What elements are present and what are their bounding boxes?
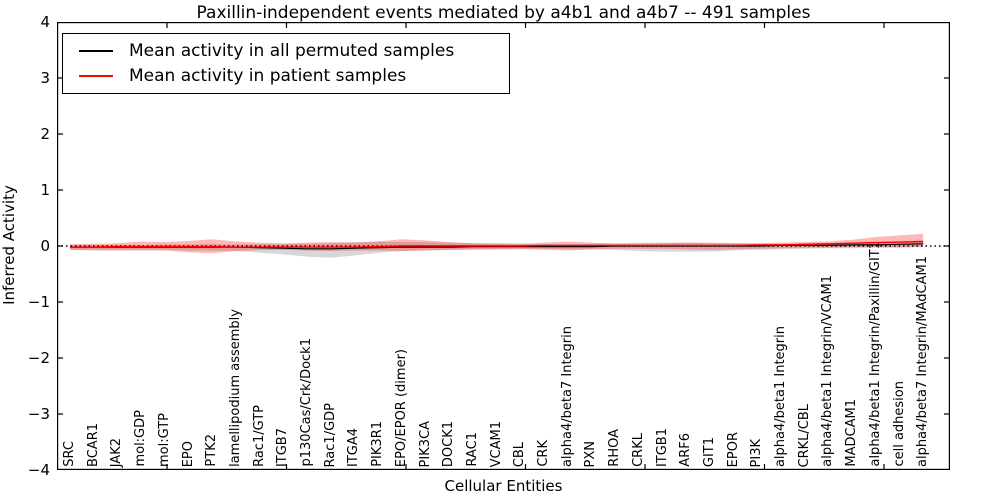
patient-mean-line bbox=[70, 240, 924, 248]
y-tick-label: 2 bbox=[40, 125, 50, 143]
chart-title: Paxillin-independent events mediated by … bbox=[196, 3, 811, 23]
legend: Mean activity in all permuted samples Me… bbox=[62, 33, 510, 94]
y-tick-label: −1 bbox=[27, 293, 50, 311]
y-tick-label: −2 bbox=[27, 349, 50, 367]
x-axis-label: Cellular Entities bbox=[444, 477, 563, 495]
plot-area bbox=[57, 22, 950, 470]
legend-line-patient-icon bbox=[79, 74, 113, 77]
patient-variance-band bbox=[70, 233, 924, 254]
legend-entry-permuted: Mean activity in all permuted samples bbox=[63, 41, 509, 61]
y-tick-label: −4 bbox=[27, 461, 50, 479]
y-tick-label: −3 bbox=[27, 405, 50, 423]
y-tick-label: 3 bbox=[40, 69, 50, 87]
legend-label-patient: Mean activity in patient samples bbox=[129, 65, 407, 86]
y-tick-label: 4 bbox=[40, 13, 50, 31]
y-tick-label: 1 bbox=[40, 181, 50, 199]
legend-line-permuted-icon bbox=[79, 50, 113, 53]
axes-frame bbox=[57, 22, 950, 470]
legend-label-permuted: Mean activity in all permuted samples bbox=[129, 41, 455, 62]
legend-entry-patient: Mean activity in patient samples bbox=[63, 66, 509, 86]
y-tick-label: 0 bbox=[40, 237, 50, 255]
